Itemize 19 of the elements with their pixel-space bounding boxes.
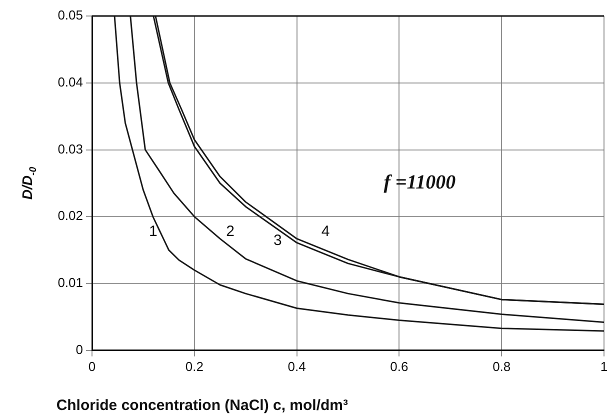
x-tick-label: 0.4 <box>288 358 306 374</box>
x-tick-label: 0 <box>88 358 96 374</box>
y-axis-title: D/D-0 <box>19 166 40 200</box>
y-tick-label: 0.01 <box>58 275 83 290</box>
y-tick-label: 0.02 <box>58 208 83 224</box>
series-label: 2 <box>226 223 234 240</box>
series-label: 4 <box>321 223 330 240</box>
y-tick-label: 0 <box>76 342 83 357</box>
x-tick-label: 0.6 <box>390 358 408 374</box>
y-tick-label: 0.03 <box>58 141 83 156</box>
y-tick-label: 0.05 <box>58 8 83 23</box>
y-tick-label: 0.04 <box>58 74 83 90</box>
series-label: 1 <box>149 223 158 240</box>
x-tick-label: 1 <box>600 358 608 374</box>
x-tick-label: 0.8 <box>492 358 511 374</box>
series-label: 3 <box>273 232 282 250</box>
annotation: f =11000 <box>384 171 456 194</box>
x-tick-label: 0.2 <box>185 358 204 374</box>
x-axis-title: Chloride concentration (NaCl) c, mol/dm³ <box>56 397 348 414</box>
